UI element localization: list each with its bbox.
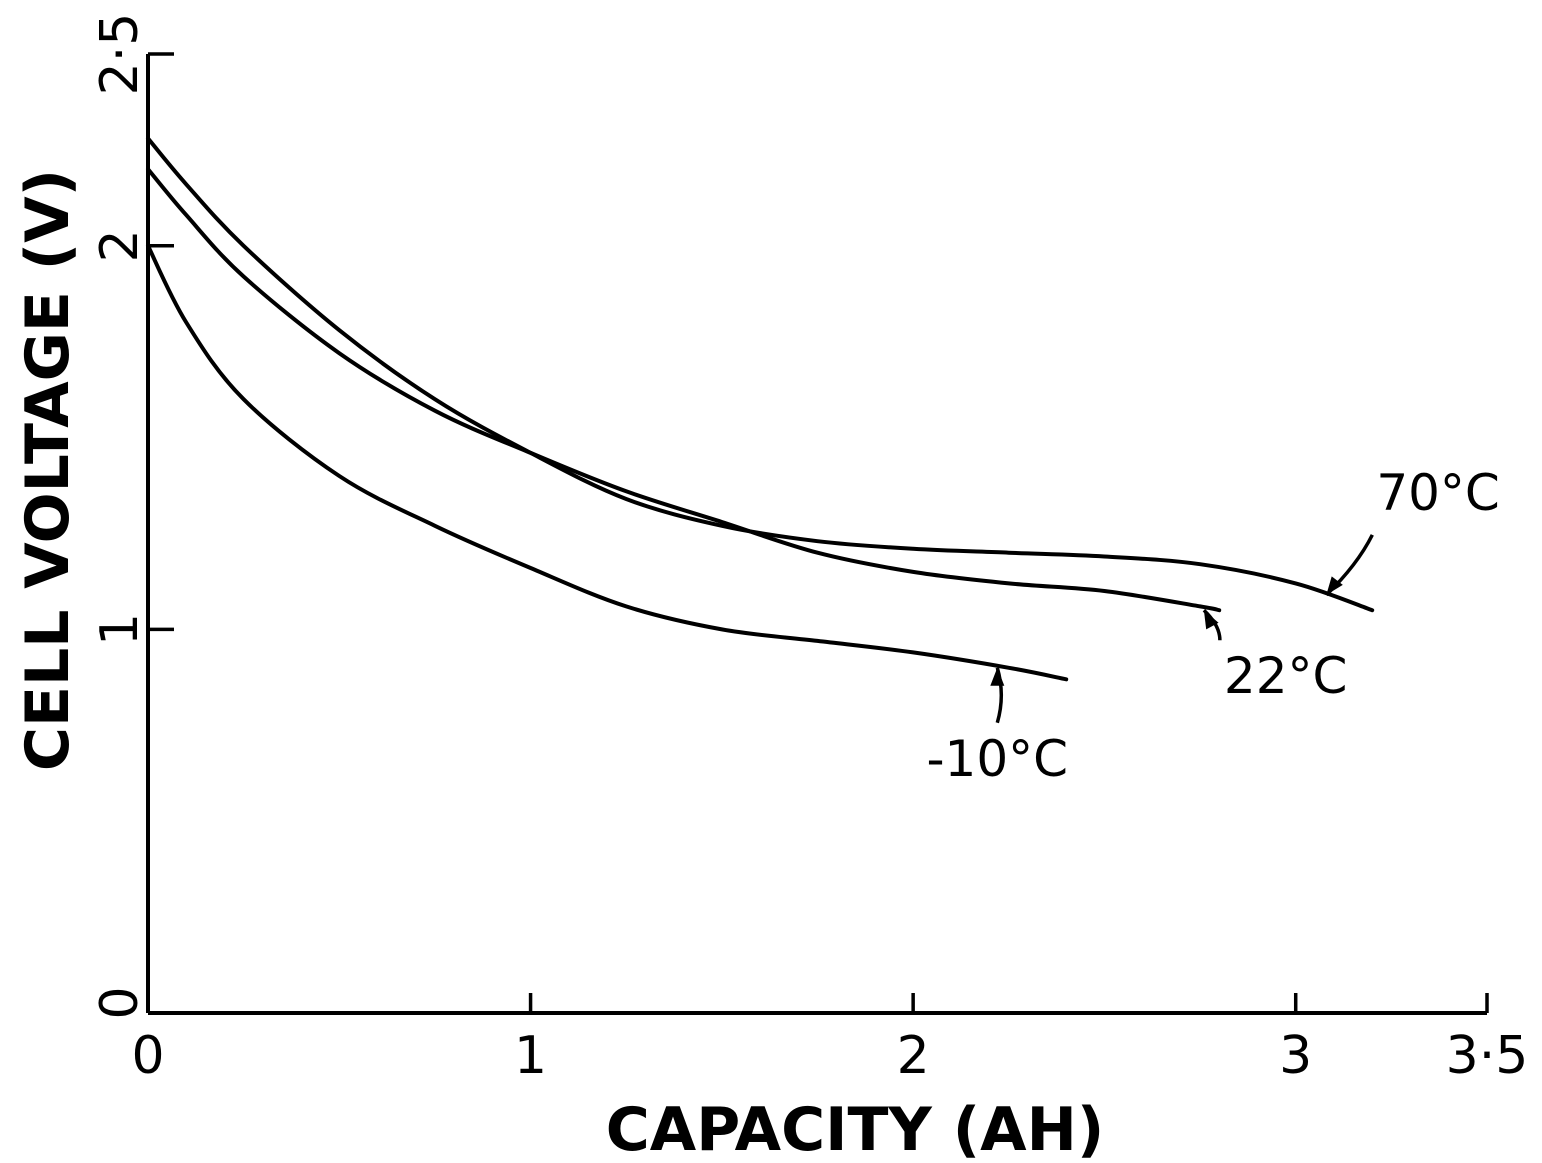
x-tick-label: 3	[1279, 1026, 1312, 1086]
ticks: 0 1 2 3 3·5 0 1 2 2·5	[90, 13, 1528, 1086]
series-line-22-c	[146, 167, 1222, 613]
series-label-10-c: -10°C	[927, 730, 1069, 788]
series-line-10-c	[146, 243, 1069, 682]
y-tick-label: 0	[90, 986, 150, 1019]
axes	[146, 54, 1487, 1015]
series-label-22-c: 22°C	[1224, 647, 1348, 705]
y-tick-label: 1	[90, 613, 150, 646]
y-tick-label: 2	[90, 229, 150, 262]
y-tick-label: 2·5	[90, 13, 150, 96]
x-axis-title: CAPACITY (AH)	[606, 1095, 1105, 1163]
annotation-arrow-head	[990, 667, 1005, 686]
series-line-70-c	[146, 136, 1375, 613]
x-tick-label: 1	[514, 1026, 547, 1086]
x-tick-label: 3·5	[1446, 1026, 1529, 1086]
y-axis-title: CELL VOLTAGE (V)	[13, 169, 83, 771]
series-annotations: 70°C 22°C -10°C	[927, 464, 1500, 788]
x-tick-label: 2	[897, 1026, 930, 1086]
series-label-70-c: 70°C	[1376, 464, 1500, 522]
annotation-arrow-head	[1326, 576, 1343, 595]
annotation-arrow-head	[1203, 610, 1219, 630]
x-tick-label: 0	[131, 1026, 164, 1086]
series-lines	[146, 136, 1375, 682]
